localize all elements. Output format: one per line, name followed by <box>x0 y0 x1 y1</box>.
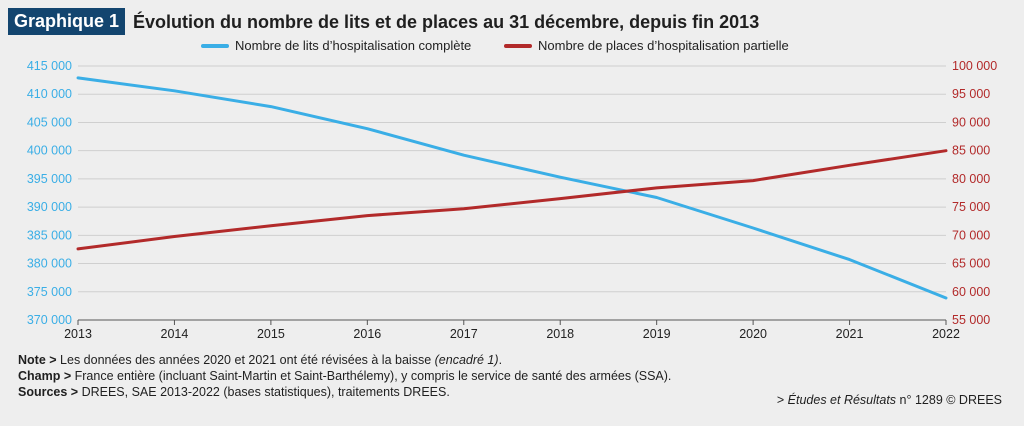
y-left-tick-label: 380 000 <box>27 257 72 271</box>
credit-prefix: > <box>776 393 788 407</box>
y-right-tick-label: 60 000 <box>952 285 990 299</box>
x-tick-label: 2022 <box>932 327 960 341</box>
y-right-tick-label: 75 000 <box>952 200 990 214</box>
y-right-tick-label: 70 000 <box>952 228 990 242</box>
x-tick-label: 2015 <box>257 327 285 341</box>
y-left-tick-label: 390 000 <box>27 200 72 214</box>
line-chart: 370 000 375 000 380 000 385 000 390 000 395 0… <box>27 38 997 341</box>
y-left-tick-label: 375 000 <box>27 285 72 299</box>
note-italic: (encadré 1) <box>434 353 499 367</box>
y-right-tick-label: 90 000 <box>952 115 990 129</box>
legend-label-1: Nombre de lits d’hospitalisation complèt… <box>235 38 471 53</box>
x-tick-label: 2020 <box>739 327 767 341</box>
chart-header: Graphique 1 Évolution du nombre de lits … <box>8 8 759 35</box>
figure-badge: Graphique 1 <box>8 8 126 35</box>
y-left-tick-label: 410 000 <box>27 87 72 101</box>
note-text: Les données des années 2020 et 2021 ont … <box>56 353 435 367</box>
y-right-tick-label: 85 000 <box>952 144 990 158</box>
y-right-tick-label: 55 000 <box>952 313 990 327</box>
y-left-tick-label: 370 000 <box>27 313 72 327</box>
x-tick-label: 2013 <box>64 327 92 341</box>
y-right-tick-label: 65 000 <box>952 257 990 271</box>
y-left-tick-label: 400 000 <box>27 144 72 158</box>
note-end: . <box>498 353 503 367</box>
legend-label-2: Nombre de places d’hospitalisation parti… <box>538 38 789 53</box>
y-right-tick-label: 95 000 <box>952 87 990 101</box>
y-left-tick-label: 395 000 <box>27 172 72 186</box>
champ-text: France entière (incluant Saint-Martin et… <box>71 369 672 383</box>
x-tick-label: 2014 <box>161 327 189 341</box>
champ-label: Champ > <box>18 369 72 383</box>
sources-label: Sources > <box>18 385 79 399</box>
note-label: Note > <box>18 353 57 367</box>
x-tick-label: 2017 <box>450 327 478 341</box>
x-tick-label: 2021 <box>836 327 864 341</box>
x-tick-label: 2018 <box>546 327 574 341</box>
series-line-1 <box>76 76 948 300</box>
x-tick-label: 2016 <box>353 327 381 341</box>
y-left-tick-label: 415 000 <box>27 59 72 73</box>
x-tick-label: 2019 <box>643 327 671 341</box>
champ-line: Champ > France entière (incluant Saint-M… <box>18 368 671 384</box>
y-left-tick-label: 405 000 <box>27 115 72 129</box>
note-line: Note > Les données des années 2020 et 20… <box>18 352 671 368</box>
credit-rest: n° 1289 © DREES <box>896 393 1002 407</box>
chart-title: Évolution du nombre de lits et de places… <box>133 11 760 32</box>
y-right-tick-label: 100 000 <box>952 59 997 73</box>
y-right-tick-label: 80 000 <box>952 172 990 186</box>
sources-line: Sources > DREES, SAE 2013-2022 (bases st… <box>18 384 671 400</box>
publication-credit: > Études et Résultats n° 1289 © DREES <box>777 393 1002 407</box>
notes-block: Note > Les données des années 2020 et 20… <box>18 352 671 400</box>
y-left-tick-label: 385 000 <box>27 228 72 242</box>
credit-italic: Études et Résultats <box>787 393 897 407</box>
sources-text: DREES, SAE 2013-2022 (bases statistiques… <box>78 385 450 399</box>
series-line-2 <box>76 149 948 251</box>
